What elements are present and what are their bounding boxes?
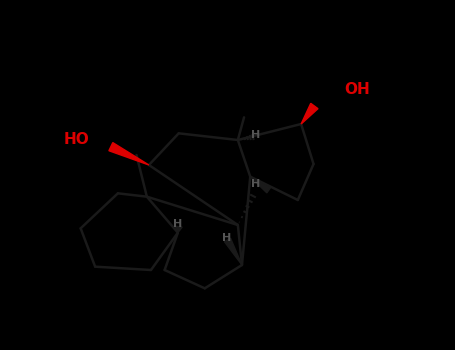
Polygon shape bbox=[224, 238, 242, 265]
Polygon shape bbox=[109, 142, 149, 165]
Polygon shape bbox=[250, 177, 271, 193]
Text: OH: OH bbox=[344, 82, 370, 97]
Text: H: H bbox=[222, 233, 231, 243]
Text: H: H bbox=[173, 219, 182, 229]
Polygon shape bbox=[175, 226, 182, 233]
Polygon shape bbox=[301, 103, 318, 124]
Text: HO: HO bbox=[63, 132, 89, 147]
Text: H: H bbox=[251, 179, 260, 189]
Text: H: H bbox=[251, 130, 260, 140]
